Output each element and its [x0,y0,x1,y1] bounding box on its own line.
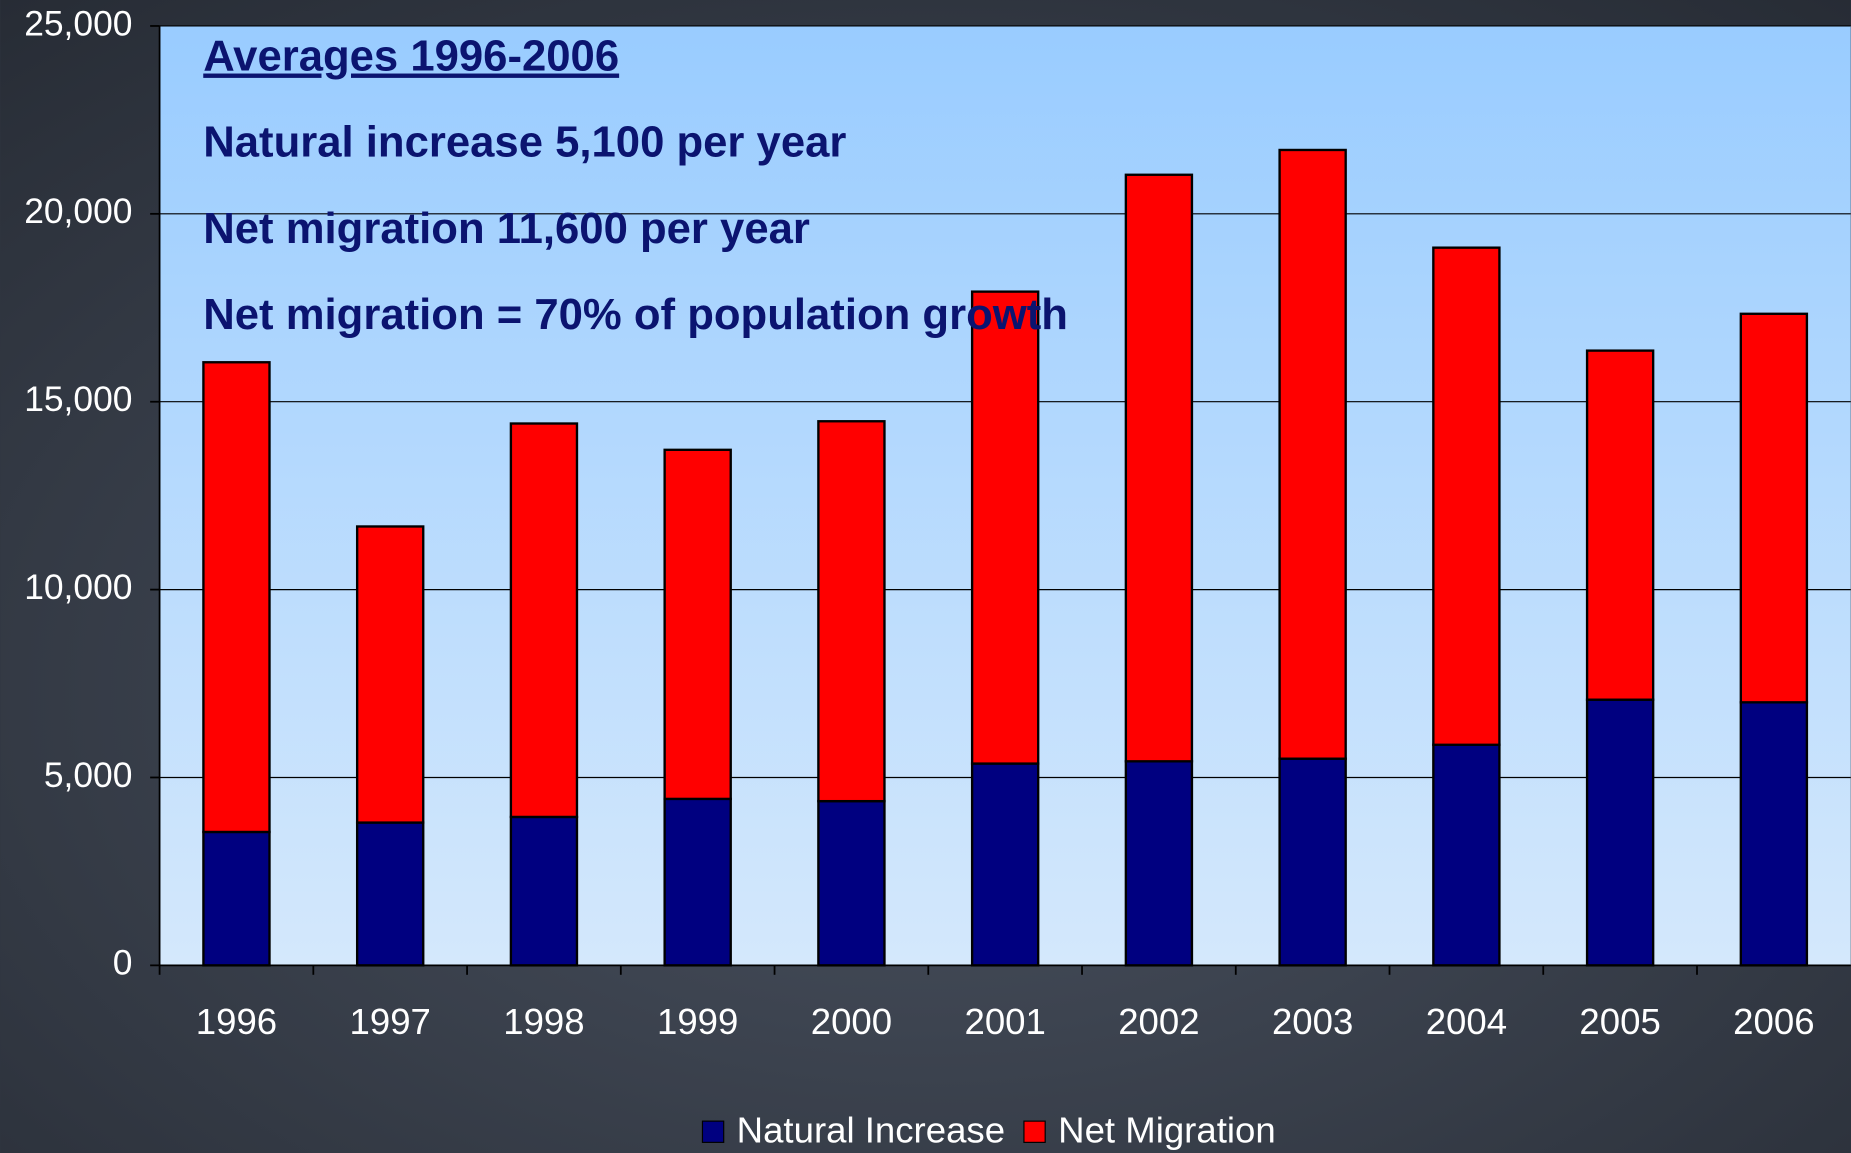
x-tick-label: 2002 [1118,1001,1199,1042]
legend-label: Natural Increase [737,1110,1005,1151]
y-tick-label: 25,000 [24,3,132,43]
bar-segment [663,448,732,801]
annotation: Natural increase 5,100 per year [203,118,846,167]
y-tick-label: 0 [113,943,133,983]
bar-segment [509,422,579,819]
x-tick-label: 1998 [503,1001,584,1042]
x-tick-label: 2000 [811,1001,892,1042]
bar-segment [817,799,886,967]
bar-segment [1432,246,1501,746]
y-tick-label: 15,000 [24,379,132,419]
annotation: Averages 1996-2006 [203,32,619,81]
bar-segment [1278,757,1347,967]
bar-segment [1585,349,1655,701]
bar-segment [202,830,271,967]
bar-segment [1432,743,1501,967]
legend-swatch [701,1120,725,1143]
bar-segment [970,762,1040,967]
x-tick-label: 1997 [350,1001,431,1042]
bar-segment [663,797,732,967]
x-tick-label: 1999 [657,1001,738,1042]
y-tick-label: 10,000 [24,567,132,607]
x-tick-label: 2006 [1733,1001,1814,1042]
bar-segment [1739,701,1809,967]
bar-segment [1585,698,1655,967]
legend-label: Net Migration [1058,1110,1276,1151]
bar-segment [1278,148,1347,760]
bar-segment [355,821,425,967]
bar-segment [817,420,886,803]
annotation: Net migration = 70% of population growth [203,290,1068,339]
annotation: Net migration 11,600 per year [203,204,810,253]
x-tick-label: 2004 [1426,1001,1507,1042]
x-tick-label: 1996 [196,1001,277,1042]
y-tick-label: 20,000 [24,191,132,231]
legend-swatch [1023,1120,1046,1143]
bar-segment [355,525,425,824]
bar-segment [202,361,271,834]
y-tick-label: 5,000 [44,755,133,795]
bar-segment [1739,312,1809,704]
bar-segment [1124,760,1194,967]
bar-segment [1124,173,1194,763]
x-tick-label: 2003 [1272,1001,1353,1042]
bar-segment [509,815,579,967]
x-tick-label: 2005 [1579,1001,1660,1042]
x-tick-label: 2001 [964,1001,1045,1042]
bar-segment [970,290,1040,765]
